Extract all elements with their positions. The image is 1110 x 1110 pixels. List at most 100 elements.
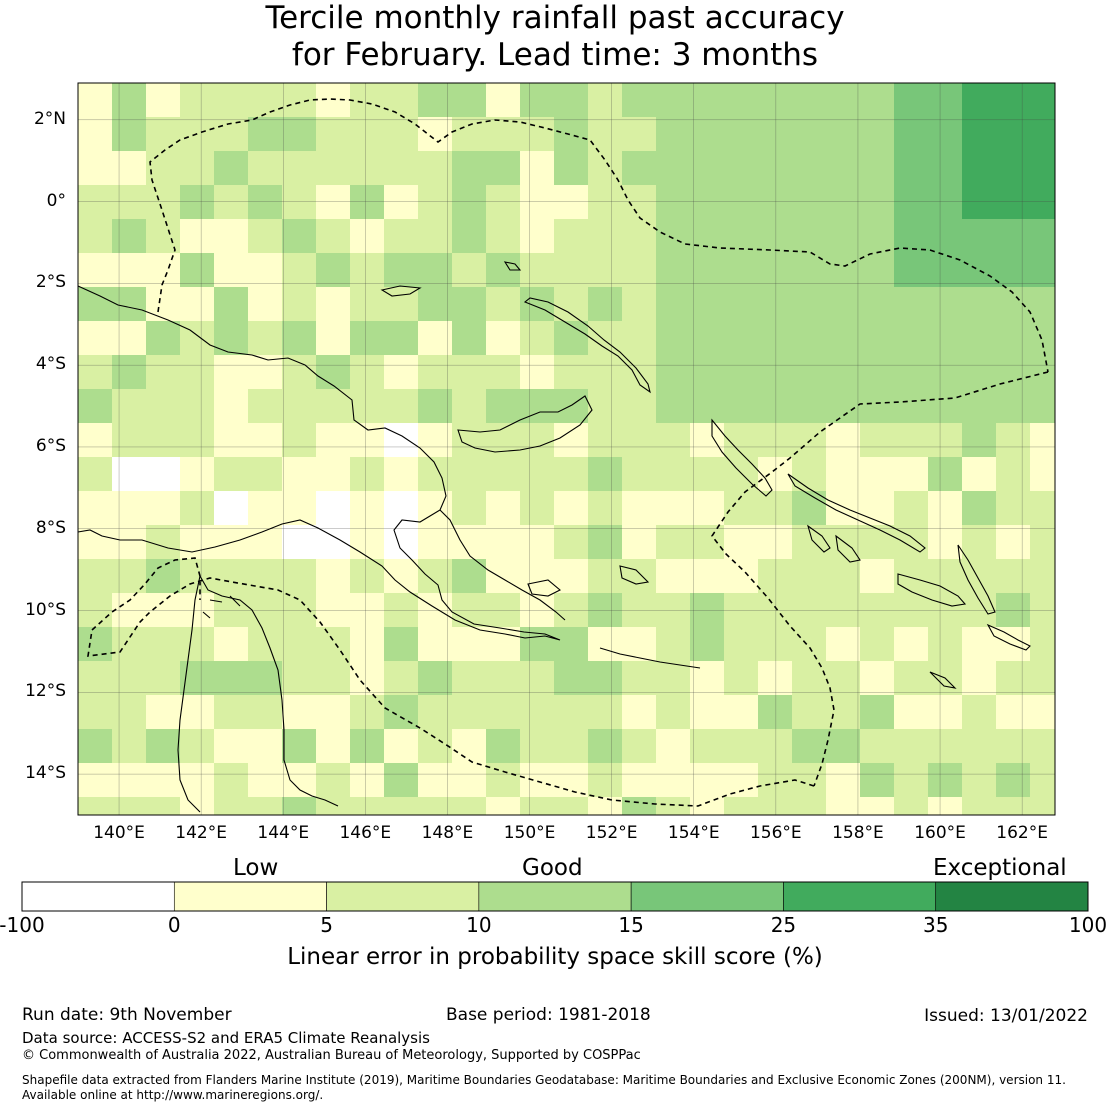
grid-cell [452,763,486,797]
grid-cell [962,253,996,287]
grid-cell [316,593,350,627]
grid-cell [588,695,622,729]
grid-cell [588,491,622,525]
grid-cell [928,117,962,151]
grid-cell [792,457,826,491]
grid-cell [350,355,384,389]
coastline-new-britain [457,395,593,453]
grid-cell [928,559,962,593]
grid-cell [248,83,282,117]
grid-cell [520,797,554,815]
grid-cell [146,389,180,423]
grid-cell [554,423,588,457]
grid-cell [894,83,928,117]
grid-cell [928,627,962,661]
grid-cell [146,83,180,117]
grid-cell [112,559,146,593]
grid-cell [384,423,418,457]
grid-cell [112,695,146,729]
grid-cell [180,525,214,559]
grid-cell [724,389,758,423]
grid-cell [758,185,792,219]
grid-cell [316,729,350,763]
grid-cell [452,491,486,525]
grid-cell [520,423,554,457]
grid-cell [554,763,588,797]
grid-cell [316,423,350,457]
grid-cell [826,151,860,185]
eez-boundaries [87,98,1049,807]
shapefile-credit-line1: Shapefile data extracted from Flanders M… [22,1073,1066,1087]
grid-cell [860,525,894,559]
grid-cell [486,219,520,253]
grid-cell [690,219,724,253]
grid-cell [690,151,724,185]
grid-cell [894,661,928,695]
grid-cell [860,627,894,661]
grid-cell [724,287,758,321]
grid-cell [996,491,1030,525]
grid-cell [146,559,180,593]
grid-cell [962,355,996,389]
grid-cell [860,797,894,815]
grid-cell [724,797,758,815]
grid-cell [248,253,282,287]
grid-cell [826,83,860,117]
grid-cell [928,253,962,287]
grid-cell [928,151,962,185]
grid-cell [520,219,554,253]
grid-cell [860,661,894,695]
grid-cell [724,185,758,219]
grid-cell [214,627,248,661]
grid-cell [248,593,282,627]
grid-cell [316,627,350,661]
grid-cell [588,355,622,389]
grid-cell [282,525,316,559]
grid-cell [826,661,860,695]
grid-cell [928,355,962,389]
coastline-trobriand [527,565,650,597]
grid-cell [316,355,350,389]
grid-cell [452,661,486,695]
grid-cell [112,797,146,815]
grid-cell [384,525,418,559]
grid-cell [486,695,520,729]
coastline-australia-north [177,575,339,813]
grid-cell [588,763,622,797]
grid-cell [282,83,316,117]
grid-cell [894,423,928,457]
grid-cell [282,185,316,219]
grid-cell [996,219,1030,253]
colorbar-tick-label: 10 [466,913,492,937]
category-exceptional: Exceptional [933,855,1067,881]
grid-cell [248,219,282,253]
grid-cell [792,151,826,185]
grid-cell [656,661,690,695]
grid-cell [860,729,894,763]
grid-cell [622,185,656,219]
grid-cell [112,219,146,253]
grid-cell [350,423,384,457]
grid-cell [486,763,520,797]
grid-cell [248,355,282,389]
grid-cell [758,797,792,815]
grid-cell [996,117,1030,151]
grid-cell [282,151,316,185]
colorbar-tick-label: 100 [1068,913,1108,937]
grid-cell [928,219,962,253]
longitude-label: 146°E [339,823,392,843]
coastline-papuan-peninsula [439,509,566,621]
grid-cell [78,559,112,593]
grid-cell [894,593,928,627]
grid-cell [418,389,452,423]
grid-cell [418,117,452,151]
grid-cell [282,661,316,695]
grid-cell [520,559,554,593]
grid-cell [894,321,928,355]
category-low: Low [233,855,279,881]
grid-cell [248,321,282,355]
grid-cell [1030,559,1055,593]
grid-cell [554,593,588,627]
coastline-choiseul-isabel [787,473,926,553]
grid-cell [962,729,996,763]
